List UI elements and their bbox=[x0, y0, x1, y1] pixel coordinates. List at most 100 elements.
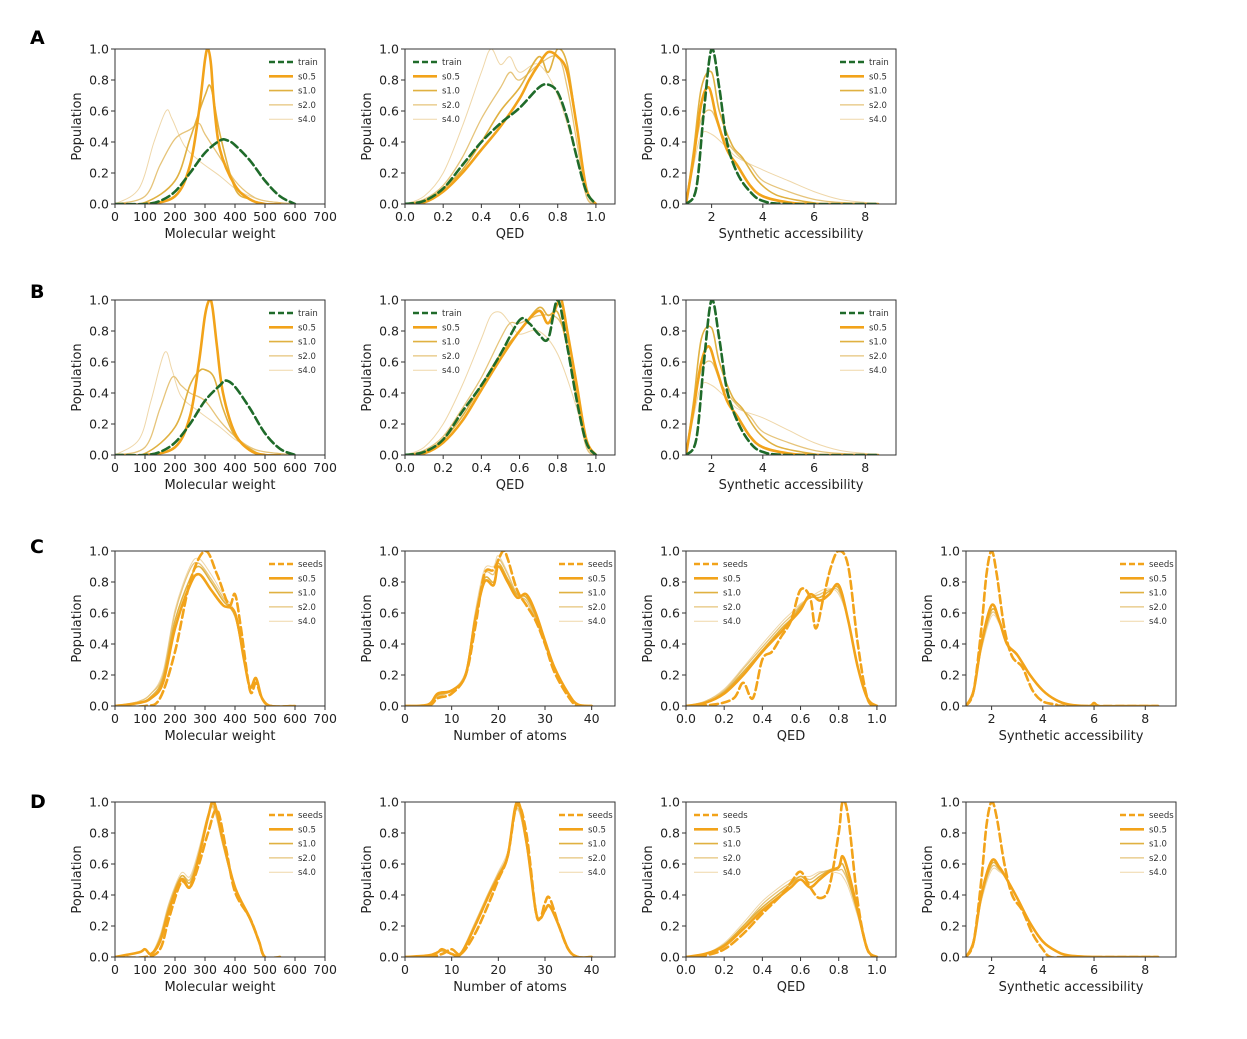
legend-label-s2-0: s2.0 bbox=[298, 603, 316, 613]
panel-A1: 0.0 0.2 0.4 0.6 0.8 1.0 0 100 200 300 400 500 600 700… bbox=[70, 42, 337, 243]
legend-label-s1-0: s1.0 bbox=[298, 589, 316, 599]
legend: train s0.5 s1.0 s2.0 s4.0 bbox=[840, 58, 889, 125]
series-line-s2-0 bbox=[686, 109, 879, 204]
x-tick-label: 0.2 bbox=[714, 962, 734, 977]
series-line-s0-5 bbox=[115, 802, 282, 957]
y-tick-label: 0.8 bbox=[89, 826, 109, 841]
x-tick-label: 4 bbox=[759, 209, 767, 224]
legend-label-train: train bbox=[442, 58, 462, 68]
x-tick-label: 6 bbox=[1090, 962, 1098, 977]
x-tick-label: 0 bbox=[111, 711, 119, 726]
x-tick-label: 100 bbox=[133, 962, 157, 977]
series-line-s1-0 bbox=[966, 861, 1159, 957]
series-group bbox=[966, 551, 1160, 706]
y-axis-label: Population bbox=[70, 343, 85, 411]
y-axis-label: Population bbox=[360, 92, 375, 160]
x-tick-label: 30 bbox=[537, 962, 553, 977]
y-tick-label: 1.0 bbox=[660, 795, 680, 810]
legend-label-s4-0: s4.0 bbox=[869, 366, 887, 376]
series-line-seeds bbox=[115, 551, 297, 706]
legend-label-s2-0: s2.0 bbox=[723, 854, 741, 864]
series-line-s4-0 bbox=[115, 109, 296, 204]
y-tick-label: 0.4 bbox=[89, 888, 109, 903]
x-tick-label: 500 bbox=[253, 711, 277, 726]
x-tick-label: 700 bbox=[313, 460, 337, 475]
legend-label-seeds: seeds bbox=[723, 560, 748, 570]
series-line-s2-0 bbox=[115, 375, 296, 455]
y-axis-label: Population bbox=[360, 594, 375, 662]
x-axis-label: QED bbox=[496, 478, 524, 493]
y-tick-label: 0.4 bbox=[379, 135, 399, 150]
y-tick-label: 0.2 bbox=[660, 668, 680, 683]
x-tick-label: 6 bbox=[810, 460, 818, 475]
series-line-s1-0 bbox=[686, 862, 878, 957]
series-line-seeds bbox=[966, 551, 1160, 706]
series-line-seeds bbox=[686, 802, 879, 957]
series-line-s4-0 bbox=[115, 806, 281, 957]
y-tick-label: 0.0 bbox=[660, 950, 680, 965]
y-tick-label: 0.2 bbox=[940, 919, 960, 934]
x-axis-label: Molecular weight bbox=[164, 729, 275, 744]
y-axis-label: Population bbox=[641, 845, 656, 913]
series-group bbox=[405, 300, 598, 455]
x-axis-label: Number of atoms bbox=[453, 980, 567, 995]
legend-label-s4-0: s4.0 bbox=[723, 617, 741, 627]
y-axis-label: Population bbox=[70, 594, 85, 662]
x-tick-label: 8 bbox=[1141, 962, 1149, 977]
x-tick-label: 200 bbox=[163, 711, 187, 726]
y-tick-label: 0.0 bbox=[940, 950, 960, 965]
legend-label-train: train bbox=[869, 58, 889, 68]
legend-label-s1-0: s1.0 bbox=[1149, 589, 1167, 599]
series-line-s1-0 bbox=[115, 84, 296, 204]
x-tick-label: 0.8 bbox=[548, 460, 568, 475]
legend-label-s0-5: s0.5 bbox=[442, 323, 460, 333]
x-tick-label: 2 bbox=[708, 209, 716, 224]
row-label-D: D bbox=[30, 791, 46, 813]
legend: seeds s0.5 s1.0 s2.0 s4.0 bbox=[1120, 560, 1174, 627]
y-tick-label: 0.6 bbox=[660, 104, 680, 119]
series-group bbox=[686, 802, 879, 957]
series-line-s0-5 bbox=[966, 603, 1160, 706]
y-tick-label: 0.0 bbox=[660, 699, 680, 714]
legend-label-s0-5: s0.5 bbox=[723, 574, 741, 584]
x-tick-label: 300 bbox=[193, 460, 217, 475]
series-line-s2-0 bbox=[405, 55, 597, 204]
legend-label-s2-0: s2.0 bbox=[442, 101, 460, 111]
series-line-s4-0 bbox=[686, 587, 878, 706]
y-tick-label: 0.4 bbox=[379, 386, 399, 401]
x-tick-label: 700 bbox=[313, 209, 337, 224]
y-tick-label: 0.8 bbox=[940, 575, 960, 590]
x-tick-label: 400 bbox=[223, 209, 247, 224]
y-tick-label: 0.4 bbox=[660, 888, 680, 903]
series-line-train bbox=[686, 300, 880, 455]
x-tick-label: 0.6 bbox=[510, 460, 530, 475]
y-tick-label: 1.0 bbox=[660, 544, 680, 559]
series-line-train bbox=[686, 49, 880, 204]
legend-label-train: train bbox=[298, 309, 318, 319]
legend: train s0.5 s1.0 s2.0 s4.0 bbox=[269, 58, 318, 125]
y-tick-label: 1.0 bbox=[379, 42, 399, 57]
legend-label-s0-5: s0.5 bbox=[723, 825, 741, 835]
y-tick-label: 0.4 bbox=[89, 386, 109, 401]
axes-frame bbox=[404, 299, 616, 456]
x-tick-label: 0.8 bbox=[548, 209, 568, 224]
y-tick-label: 0.6 bbox=[660, 355, 680, 370]
legend-label-s1-0: s1.0 bbox=[1149, 840, 1167, 850]
axes-frame bbox=[685, 299, 897, 456]
y-tick-label: 1.0 bbox=[940, 795, 960, 810]
x-tick-label: 300 bbox=[193, 962, 217, 977]
x-tick-label: 0 bbox=[401, 711, 409, 726]
x-tick-label: 6 bbox=[810, 209, 818, 224]
x-tick-label: 0.4 bbox=[471, 460, 491, 475]
x-tick-label: 20 bbox=[490, 962, 506, 977]
x-tick-label: 4 bbox=[1039, 962, 1047, 977]
legend-label-s0-5: s0.5 bbox=[1149, 574, 1167, 584]
series-group bbox=[115, 802, 282, 957]
series-line-s4-0 bbox=[686, 382, 879, 455]
series-line-train bbox=[405, 82, 598, 204]
x-tick-label: 40 bbox=[584, 962, 600, 977]
x-tick-label: 0.6 bbox=[791, 962, 811, 977]
x-tick-label: 40 bbox=[584, 711, 600, 726]
panel-B3: 0.0 0.2 0.4 0.6 0.8 1.0 2 4 6 8 Synthetic accessib… bbox=[641, 293, 897, 493]
